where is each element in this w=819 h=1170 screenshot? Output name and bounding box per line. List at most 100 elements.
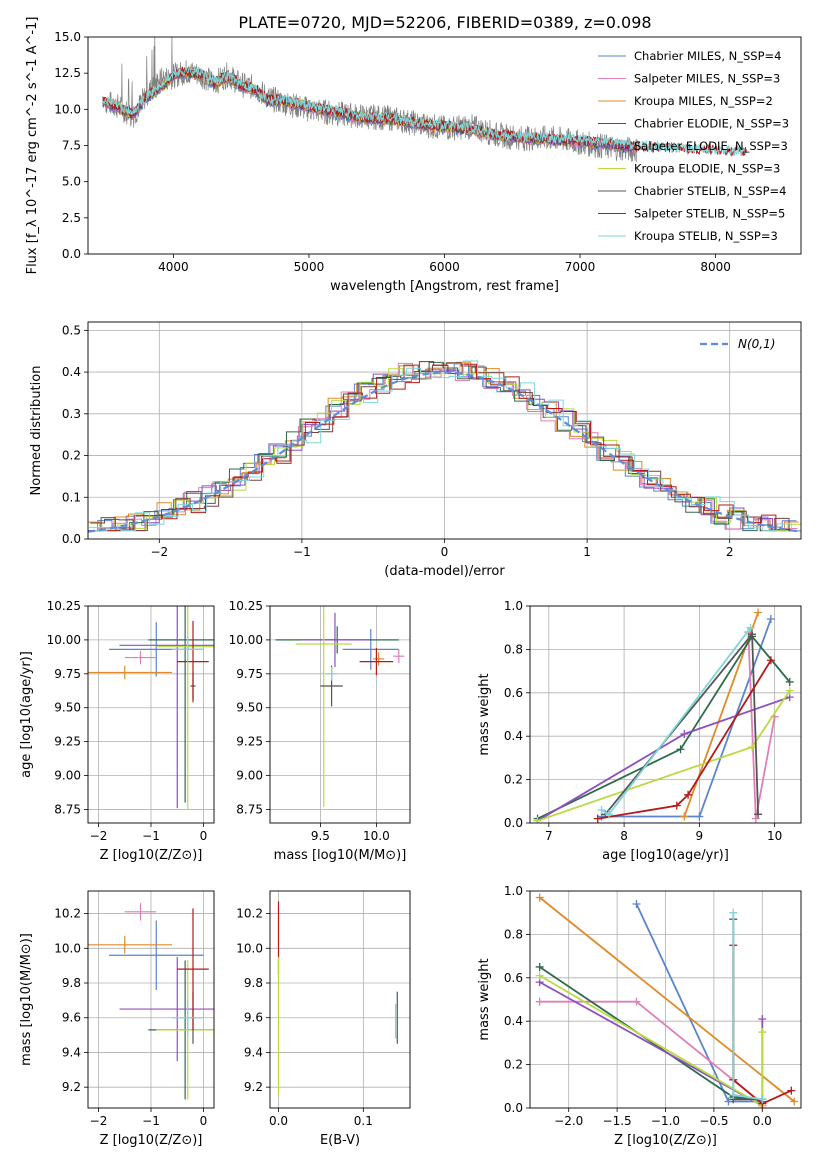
y-tick-label: 9.6 xyxy=(62,1011,81,1025)
weight-marker xyxy=(785,686,794,695)
histogram-step-line xyxy=(90,362,801,532)
weight-line xyxy=(539,1000,763,1105)
y-tick-label: 9.4 xyxy=(244,1045,263,1059)
y-tick-label: 2.5 xyxy=(62,211,81,225)
y-tick-label: 0.0 xyxy=(62,247,81,261)
y-tick-label: 10.0 xyxy=(236,941,263,955)
y-tick-label: 0.0 xyxy=(504,1101,523,1115)
x-axis-label: mass [log10(M/M⊙)] xyxy=(274,848,407,863)
y-tick-label: 9.25 xyxy=(236,735,263,749)
y-tick-label: 0.4 xyxy=(62,365,81,379)
legend-label: Salpeter MILES, N_SSP=3 xyxy=(634,72,780,86)
x-tick-label: 6000 xyxy=(429,260,460,274)
weight-marker xyxy=(605,810,614,819)
x-axis-label: wavelength [Angstrom, rest frame] xyxy=(330,279,559,294)
y-tick-label: 8.75 xyxy=(54,802,81,816)
y-tick-label: 0.8 xyxy=(504,927,523,941)
weight-line xyxy=(597,659,772,820)
y-tick-label: 0.2 xyxy=(62,449,81,463)
y-tick-label: 1.0 xyxy=(504,599,523,613)
weight-marker xyxy=(785,677,794,686)
x-tick-label: 0 xyxy=(441,545,449,559)
y-tick-label: 10.00 xyxy=(47,633,81,647)
weight-marker xyxy=(535,893,544,902)
y-tick-label: 9.25 xyxy=(54,735,81,749)
x-tick-label: 7 xyxy=(545,829,553,843)
legend-label: Kroupa ELODIE, N_SSP=3 xyxy=(634,162,780,176)
legend-label: N(0,1) xyxy=(738,337,775,351)
x-tick-label: −1.5 xyxy=(603,1114,632,1128)
normal-curve-line xyxy=(88,371,801,533)
axes-frame xyxy=(269,890,411,1109)
weight-marker xyxy=(758,1095,767,1104)
model-spectrum-line xyxy=(102,65,747,157)
y-tick-label: 9.50 xyxy=(54,701,81,715)
y-tick-label: 9.2 xyxy=(244,1080,263,1094)
y-tick-label: 0.2 xyxy=(504,773,523,787)
x-tick-label: 0 xyxy=(200,1114,208,1128)
y-tick-label: 9.50 xyxy=(236,701,263,715)
y-tick-label: 15.0 xyxy=(54,30,81,44)
axes-frame xyxy=(87,321,802,540)
weight-marker xyxy=(676,745,685,754)
y-tick-label: 0.6 xyxy=(504,971,523,985)
weight-marker xyxy=(754,608,763,617)
x-tick-label: −2 xyxy=(90,1114,108,1128)
plot-area xyxy=(270,891,410,1108)
x-tick-label: 0.0 xyxy=(269,1114,288,1128)
weight-marker xyxy=(748,630,757,639)
panel-residuals: −2 −1 0 1 2 0.0 0.1 0.2 0.3 0.4 0.5 (data-model)/er… xyxy=(29,321,802,579)
y-tick-label: 10.0 xyxy=(54,941,81,955)
y-tick-label: 10.25 xyxy=(229,599,263,613)
axes-frame xyxy=(529,890,802,1109)
legend-label: Chabrier MILES, N_SSP=4 xyxy=(634,49,781,63)
x-axis-label: Z [log10(Z/Z⊙)] xyxy=(100,1133,203,1148)
y-tick-label: 8.75 xyxy=(236,802,263,816)
y-axis-label: mass weight xyxy=(477,673,492,755)
axes-frame xyxy=(529,605,802,824)
x-tick-label: −0.5 xyxy=(699,1114,728,1128)
weight-marker xyxy=(748,743,757,752)
weight-marker xyxy=(593,814,602,823)
axes-frame xyxy=(87,605,215,824)
y-tick-label: 9.75 xyxy=(54,667,81,681)
weight-marker xyxy=(766,656,775,665)
y-tick-label: 9.00 xyxy=(54,769,81,783)
plot-area xyxy=(88,606,214,823)
plot-area xyxy=(530,891,801,1108)
x-tick-label: 8000 xyxy=(700,260,731,274)
y-tick-label: 5.0 xyxy=(62,175,81,189)
weight-marker xyxy=(758,1015,767,1024)
plot-area xyxy=(88,322,801,539)
y-tick-label: 0.6 xyxy=(504,686,523,700)
y-tick-label: 10.00 xyxy=(229,633,263,647)
x-tick-label: 10.0 xyxy=(363,829,390,843)
weight-marker xyxy=(787,1086,796,1095)
weight-marker xyxy=(533,816,542,823)
y-tick-label: 10.0 xyxy=(54,102,81,116)
y-axis-label: Flux [f_λ 10^-17 erg cm^-2 s^-1 A^-1] xyxy=(25,17,40,275)
weight-marker xyxy=(746,623,755,632)
legend-label: Kroupa STELIB, N_SSP=3 xyxy=(634,229,778,243)
y-tick-label: 9.8 xyxy=(62,976,81,990)
weight-marker xyxy=(535,997,544,1006)
legend-label: Kroupa MILES, N_SSP=2 xyxy=(634,94,773,108)
weight-marker xyxy=(680,812,689,821)
axes-frame xyxy=(87,890,215,1109)
x-tick-label: −2.0 xyxy=(554,1114,583,1128)
y-axis-label: age [log10(age/yr)] xyxy=(19,651,34,778)
histogram-step-line xyxy=(88,362,798,532)
panel-age-vs-mass: 9.5 10.0 8.75 9.00 9.25 9.50 9.75 10.00 10.25 mas… xyxy=(229,599,411,863)
x-tick-label: 1 xyxy=(583,545,591,559)
legend-label: Salpeter ELODIE, N_SSP=3 xyxy=(634,139,788,153)
plot-area xyxy=(530,606,801,823)
weight-marker xyxy=(632,900,641,909)
chart-root: 4000 5000 6000 7000 80000.02.55.07.510.012.5… xyxy=(19,17,802,1148)
y-axis-label: mass [log10(M/M⊙)] xyxy=(19,933,34,1066)
y-tick-label: 9.6 xyxy=(244,1011,263,1025)
x-axis-label: Z [log10(Z/Z⊙)] xyxy=(100,848,203,863)
y-tick-label: 0.5 xyxy=(62,323,81,337)
x-tick-label: 9.5 xyxy=(311,829,330,843)
y-tick-label: 0.4 xyxy=(504,729,523,743)
